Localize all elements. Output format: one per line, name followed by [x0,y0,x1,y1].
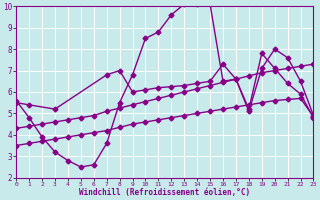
X-axis label: Windchill (Refroidissement éolien,°C): Windchill (Refroidissement éolien,°C) [79,188,250,197]
